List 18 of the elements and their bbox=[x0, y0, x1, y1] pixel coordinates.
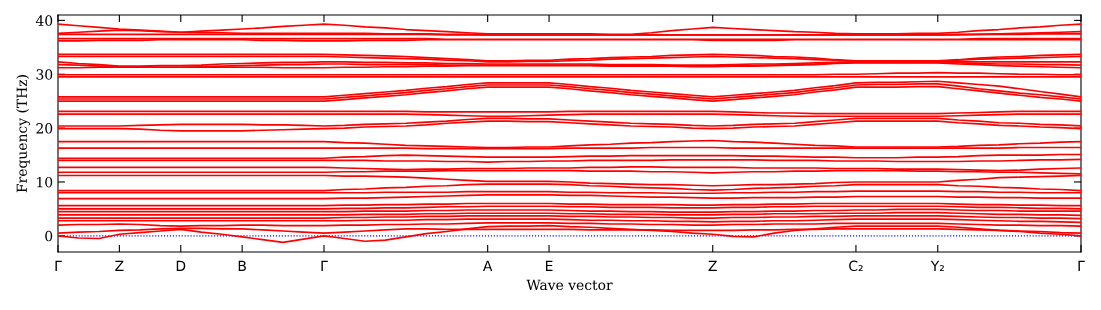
y-axis-title: Frequency (THz) bbox=[16, 75, 30, 193]
x-tick-label: Z bbox=[115, 260, 124, 271]
y-tick-label: 0 bbox=[45, 230, 53, 242]
y-tick-label: 20 bbox=[36, 123, 53, 134]
x-tick-label: D bbox=[176, 260, 186, 271]
x-tick-label: B bbox=[238, 260, 246, 271]
x-tick-label: Y₂ bbox=[930, 260, 944, 271]
y-tick-label: 10 bbox=[37, 176, 53, 188]
x-tick-label: Γ bbox=[1078, 260, 1085, 271]
x-tick-label: Γ bbox=[321, 260, 328, 271]
y-tick-label: 40 bbox=[35, 15, 53, 26]
x-tick-label: Z bbox=[708, 260, 717, 271]
x-tick-label: C₂ bbox=[849, 260, 863, 272]
x-tick-label: E bbox=[546, 260, 553, 271]
x-tick-label: Γ bbox=[55, 260, 62, 271]
y-tick-label: 30 bbox=[36, 69, 53, 80]
x-axis-title: Wave vector bbox=[526, 279, 613, 291]
x-tick-label: A bbox=[483, 260, 493, 271]
